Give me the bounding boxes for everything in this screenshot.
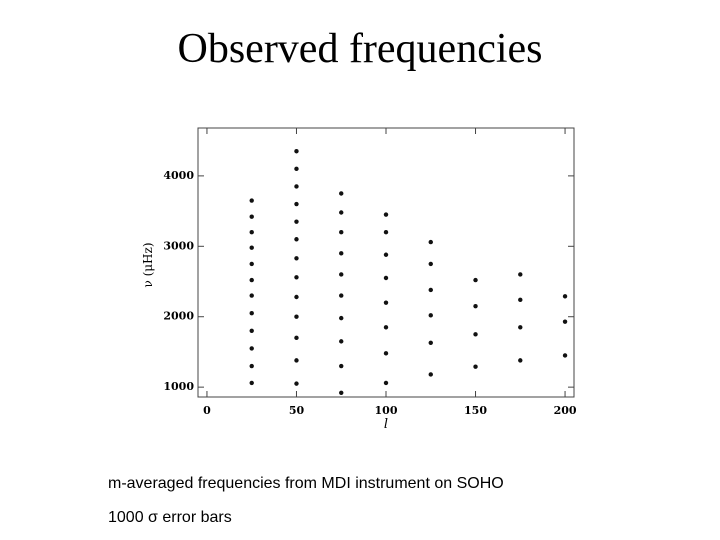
data-point [294,275,299,280]
x-tick-label: 0 [203,404,211,417]
data-point [473,364,478,369]
data-point [249,328,254,334]
data-point [518,297,523,303]
data-point [249,277,254,283]
data-point [294,184,299,189]
data-point [249,346,254,351]
data-point [249,293,254,298]
data-point [383,300,389,305]
data-point [294,237,299,242]
data-point [339,339,344,344]
y-tick-label: 4000 [163,169,194,182]
data-point [249,311,254,316]
y-tick-label: 3000 [163,239,194,252]
data-point [294,201,299,207]
data-point [249,214,254,219]
data-point [249,363,254,369]
data-point [428,313,433,318]
data-point [518,325,523,330]
data-point [428,287,433,293]
x-tick-label: 50 [289,404,305,417]
data-point [294,166,299,172]
data-point [294,149,299,154]
data-point [339,251,344,256]
data-point [339,230,344,235]
data-point [339,191,344,196]
data-point [473,277,478,283]
data-point [339,363,344,369]
data-point [562,353,568,358]
plot-frame [197,127,575,398]
x-tick-label: 200 [554,404,577,417]
data-point [249,245,254,250]
data-point [562,319,568,324]
caption: 1000 σ error bars [108,509,232,526]
data-point [339,315,344,321]
data-point [339,210,344,215]
data-point [562,294,568,299]
data-point [339,293,344,298]
data-point [249,261,254,267]
caption: m-averaged frequencies from MDI instrume… [108,475,504,492]
x-tick-label: 100 [375,404,398,417]
x-tick-label: 150 [464,404,487,417]
data-point [383,252,389,257]
data-point [473,303,478,309]
data-point [518,358,523,363]
y-axis-label: ν (μHz) [141,242,155,287]
data-point [294,335,299,341]
data-point [249,198,254,203]
y-tick-label: 1000 [163,380,194,393]
data-point [294,381,299,386]
data-point [428,261,433,267]
data-point [294,256,299,261]
data-point [339,390,344,395]
data-point [383,230,389,235]
data-point [518,272,523,277]
data-point [383,212,389,217]
data-point [294,294,299,300]
data-point [249,230,254,235]
data-point [339,272,344,277]
data-point [249,380,254,386]
data-point [294,219,299,224]
slide-title: Observed frequencies [178,26,543,72]
data-point [294,358,299,363]
data-point [383,325,389,330]
y-tick-label: 2000 [163,310,194,323]
data-point [383,380,389,386]
data-point [294,314,299,319]
data-point [473,332,478,337]
x-axis-label: l [384,417,388,432]
data-point [428,239,433,245]
data-point [383,351,389,356]
data-point [383,275,389,281]
data-point [428,340,433,345]
data-point [428,372,433,377]
